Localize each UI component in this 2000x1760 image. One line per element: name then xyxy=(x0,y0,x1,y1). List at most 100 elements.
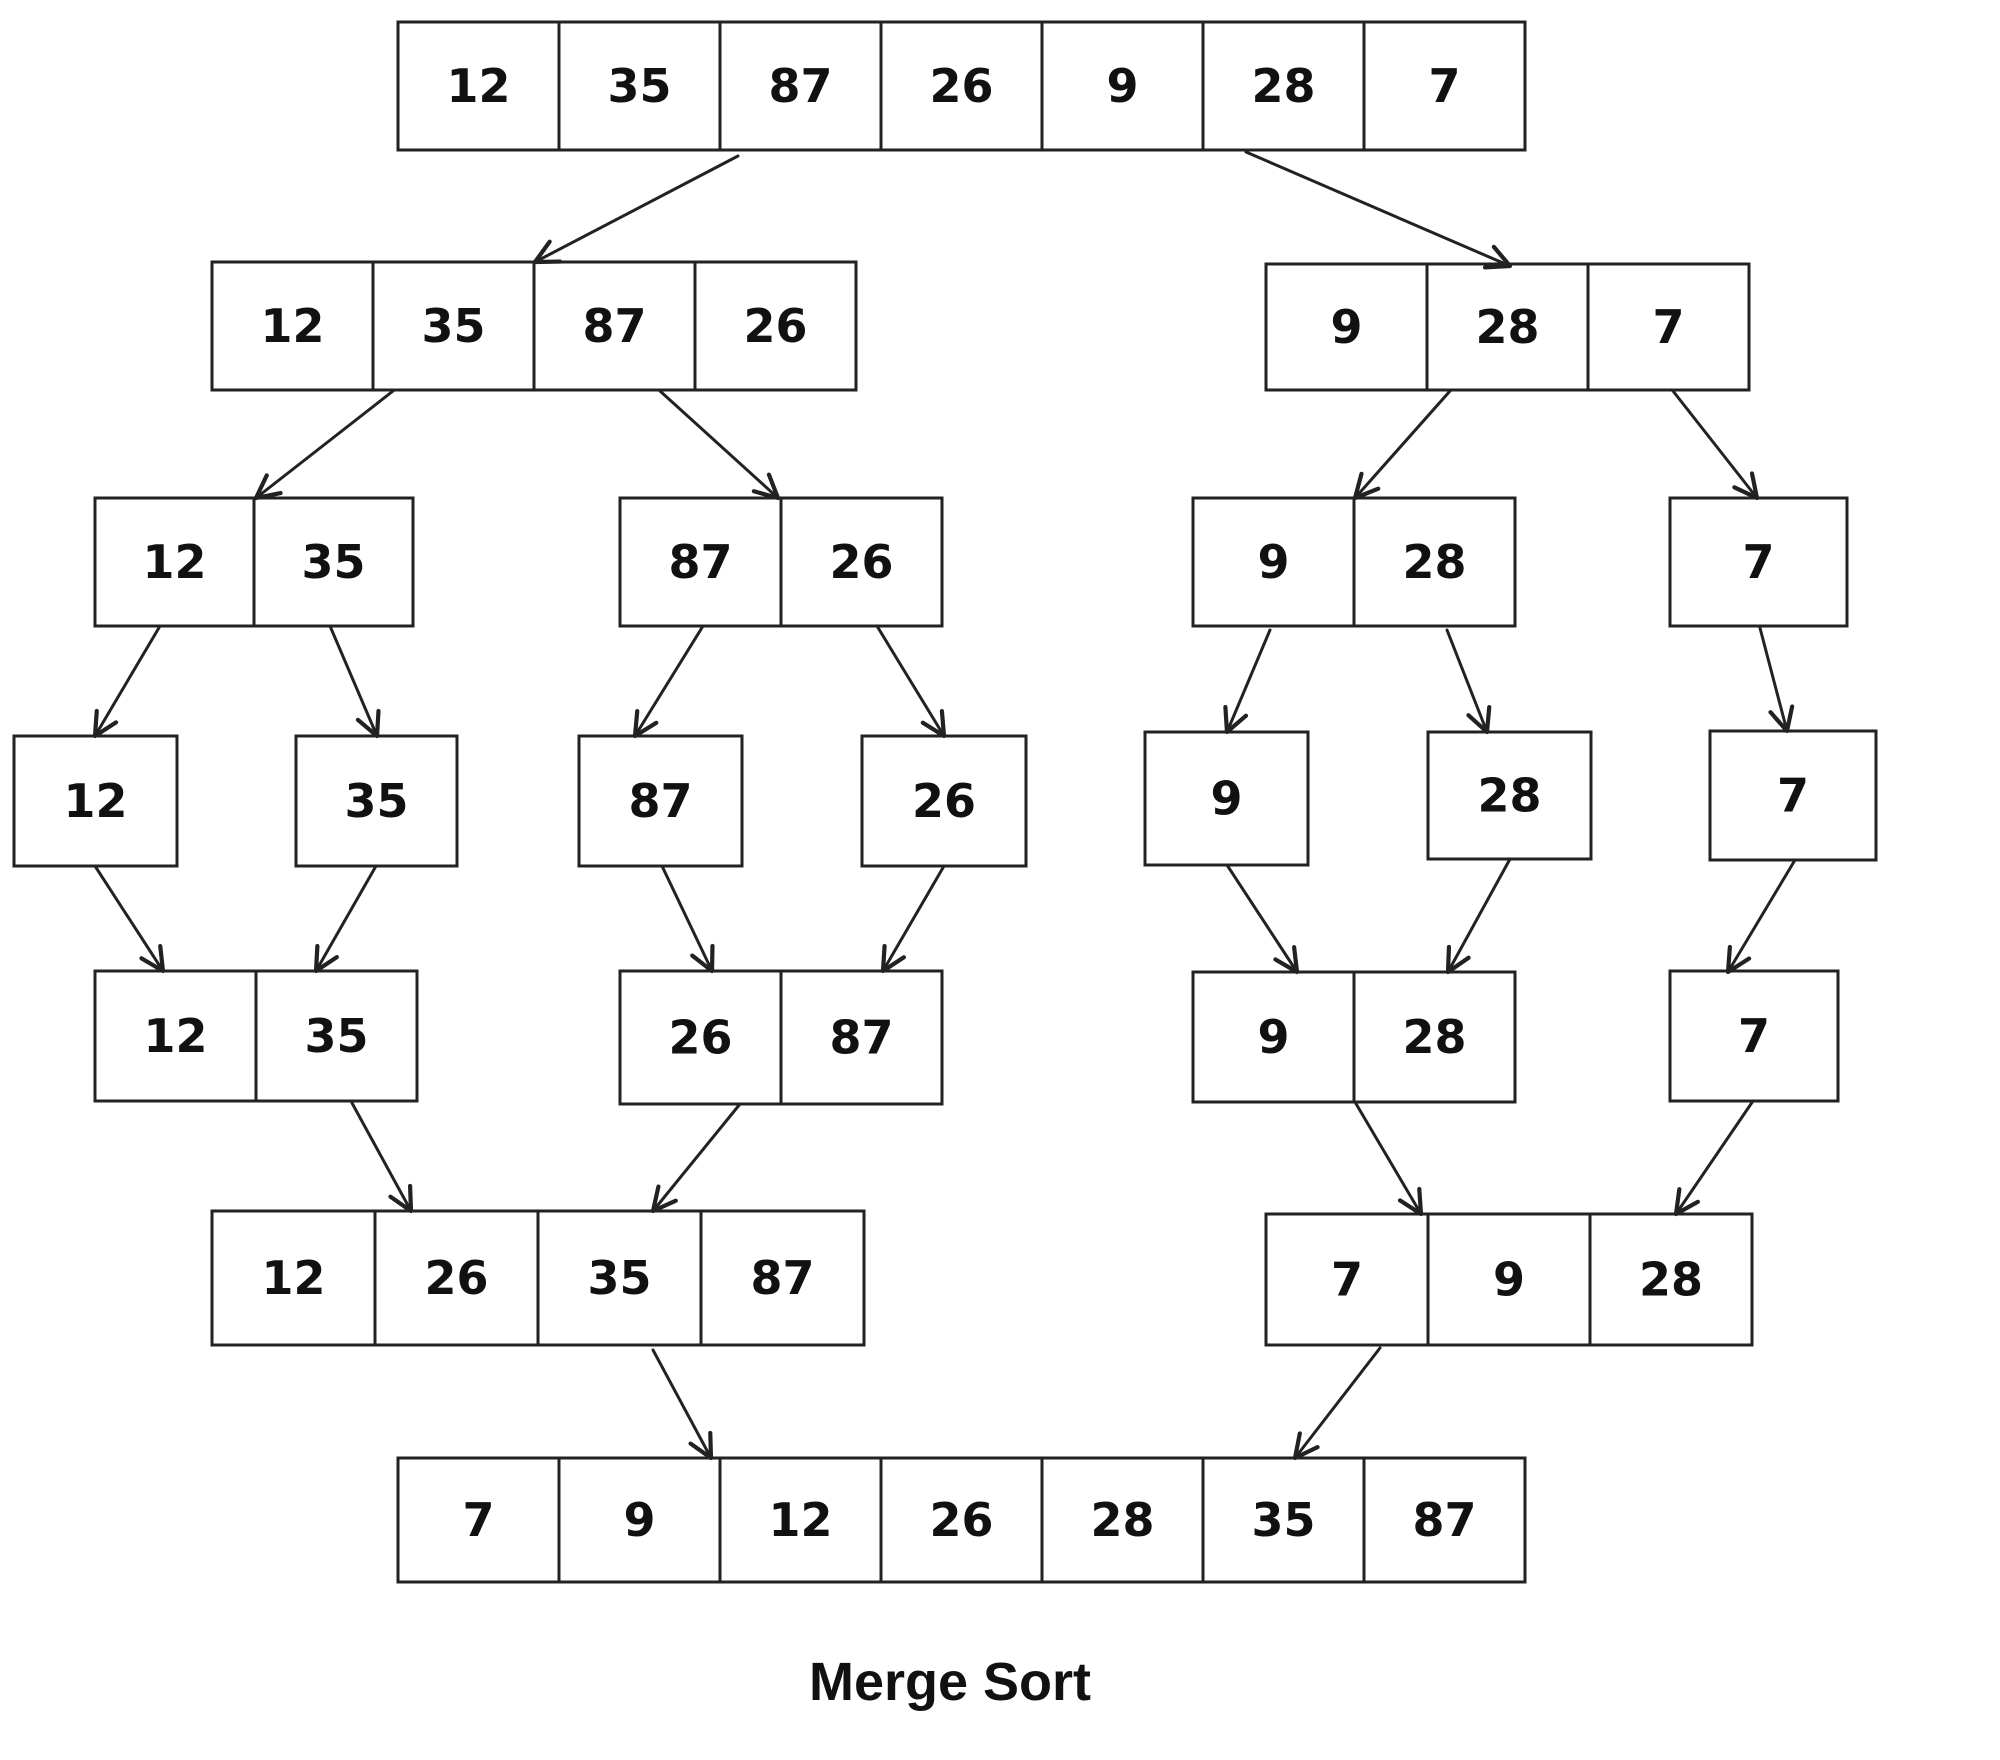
array-l1: 12 35 xyxy=(93,496,415,628)
array-input: 12 35 87 26 9 28 7 xyxy=(396,20,1527,152)
arrow xyxy=(93,864,166,974)
cell-value: 28 xyxy=(1402,535,1466,589)
array-s28: 28 xyxy=(1426,730,1593,861)
cell-value: 7 xyxy=(1428,59,1460,113)
arrow xyxy=(632,624,705,739)
cell-value: 87 xyxy=(668,535,732,589)
array-r1: 9 28 xyxy=(1191,496,1517,628)
arrow xyxy=(313,864,378,974)
array-m3: 9 28 xyxy=(1191,970,1517,1104)
array-boxes: 12 35 87 26 9 28 7 12 35 87 26 9 28 7 12 35 87 26 9 28 7 12 35… xyxy=(12,20,1878,1584)
cell-value: 26 xyxy=(424,1251,488,1305)
cell-value: 87 xyxy=(829,1011,893,1065)
arrow xyxy=(651,1348,714,1461)
cell-value: 12 xyxy=(63,774,127,828)
arrow xyxy=(1292,1346,1382,1461)
cell-value: 26 xyxy=(929,59,993,113)
cell-value: 7 xyxy=(462,1493,494,1547)
array-s87: 87 xyxy=(577,734,744,868)
array-m2: 26 87 xyxy=(618,969,944,1106)
arrow xyxy=(658,389,781,501)
arrow xyxy=(1353,1100,1424,1217)
arrow xyxy=(1445,857,1512,975)
arrow xyxy=(350,1101,414,1214)
arrow xyxy=(1225,863,1300,975)
cell-value: 35 xyxy=(344,774,408,828)
cell-value: 9 xyxy=(1330,300,1362,354)
cell-value: 26 xyxy=(743,299,807,353)
arrow xyxy=(92,624,162,739)
cell-value: 28 xyxy=(1477,769,1541,823)
cell-value: 26 xyxy=(668,1011,732,1065)
array-cell xyxy=(1588,1212,1754,1347)
cell-value: 87 xyxy=(1412,1493,1476,1547)
cell-value: 9 xyxy=(623,1493,655,1547)
array-m1: 12 35 xyxy=(93,969,419,1103)
array-s7: 7 xyxy=(1708,729,1878,862)
cell-value: 9 xyxy=(1106,59,1138,113)
array-s12: 12 xyxy=(12,734,179,868)
cell-value: 12 xyxy=(768,1493,832,1547)
array-cell xyxy=(294,734,459,868)
cell-value: 9 xyxy=(1210,772,1242,826)
cell-value: 87 xyxy=(750,1251,814,1305)
array-cell xyxy=(860,734,1028,868)
array-left-half: 12 35 87 26 xyxy=(210,260,858,392)
cell-value: 26 xyxy=(912,774,976,828)
array-s26: 26 xyxy=(860,734,1028,868)
cell-value: 9 xyxy=(1257,535,1289,589)
arrow xyxy=(1352,389,1452,501)
arrow xyxy=(650,1102,742,1214)
arrow xyxy=(253,389,395,501)
arrow xyxy=(660,864,715,974)
array-r2: 7 xyxy=(1668,496,1849,628)
cell-value: 87 xyxy=(582,299,646,353)
arrow xyxy=(1244,150,1513,270)
cell-value: 28 xyxy=(1090,1493,1154,1547)
cell-value: 12 xyxy=(143,1009,207,1063)
cell-value: 35 xyxy=(1251,1493,1315,1547)
array-cell xyxy=(1668,969,1840,1103)
cell-value: 28 xyxy=(1475,300,1539,354)
arrow xyxy=(1445,628,1492,735)
arrow xyxy=(880,864,946,974)
cell-value: 35 xyxy=(421,299,485,353)
cell-value: 26 xyxy=(829,535,893,589)
cell-value: 12 xyxy=(142,535,206,589)
cell-value: 28 xyxy=(1251,59,1315,113)
cell-value: 12 xyxy=(446,59,510,113)
cell-value: 9 xyxy=(1257,1010,1289,1064)
array-m4: 7 xyxy=(1668,969,1840,1103)
array-cell xyxy=(779,969,944,1106)
array-right-half: 9 28 7 xyxy=(1264,262,1751,392)
array-cell xyxy=(577,734,744,868)
array-cell xyxy=(254,969,419,1103)
cell-value: 7 xyxy=(1652,300,1684,354)
cell-value: 35 xyxy=(301,535,365,589)
array-l2: 87 26 xyxy=(618,496,944,628)
cell-value: 7 xyxy=(1742,535,1774,589)
cell-value: 28 xyxy=(1402,1010,1466,1064)
cell-value: 87 xyxy=(768,59,832,113)
array-cell xyxy=(1362,1456,1527,1584)
arrow xyxy=(875,624,947,739)
arrow xyxy=(1223,628,1272,735)
array-cell xyxy=(779,496,944,628)
arrow xyxy=(328,624,381,739)
arrow xyxy=(1673,1099,1755,1217)
array-cell xyxy=(1143,730,1310,867)
arrow xyxy=(532,154,740,265)
cell-value: 35 xyxy=(607,59,671,113)
array-cell xyxy=(1586,262,1751,392)
array-ml: 12 26 35 87 xyxy=(210,1209,866,1347)
cell-value: 35 xyxy=(587,1251,651,1305)
cell-value: 87 xyxy=(628,774,692,828)
array-cell xyxy=(1362,20,1527,152)
cell-value: 26 xyxy=(929,1493,993,1547)
arrow xyxy=(1671,389,1760,501)
array-cell xyxy=(1352,496,1517,628)
cell-value: 12 xyxy=(260,299,324,353)
array-mr: 7 9 28 xyxy=(1264,1212,1754,1347)
array-result: 7 9 12 26 28 35 87 xyxy=(396,1456,1527,1584)
